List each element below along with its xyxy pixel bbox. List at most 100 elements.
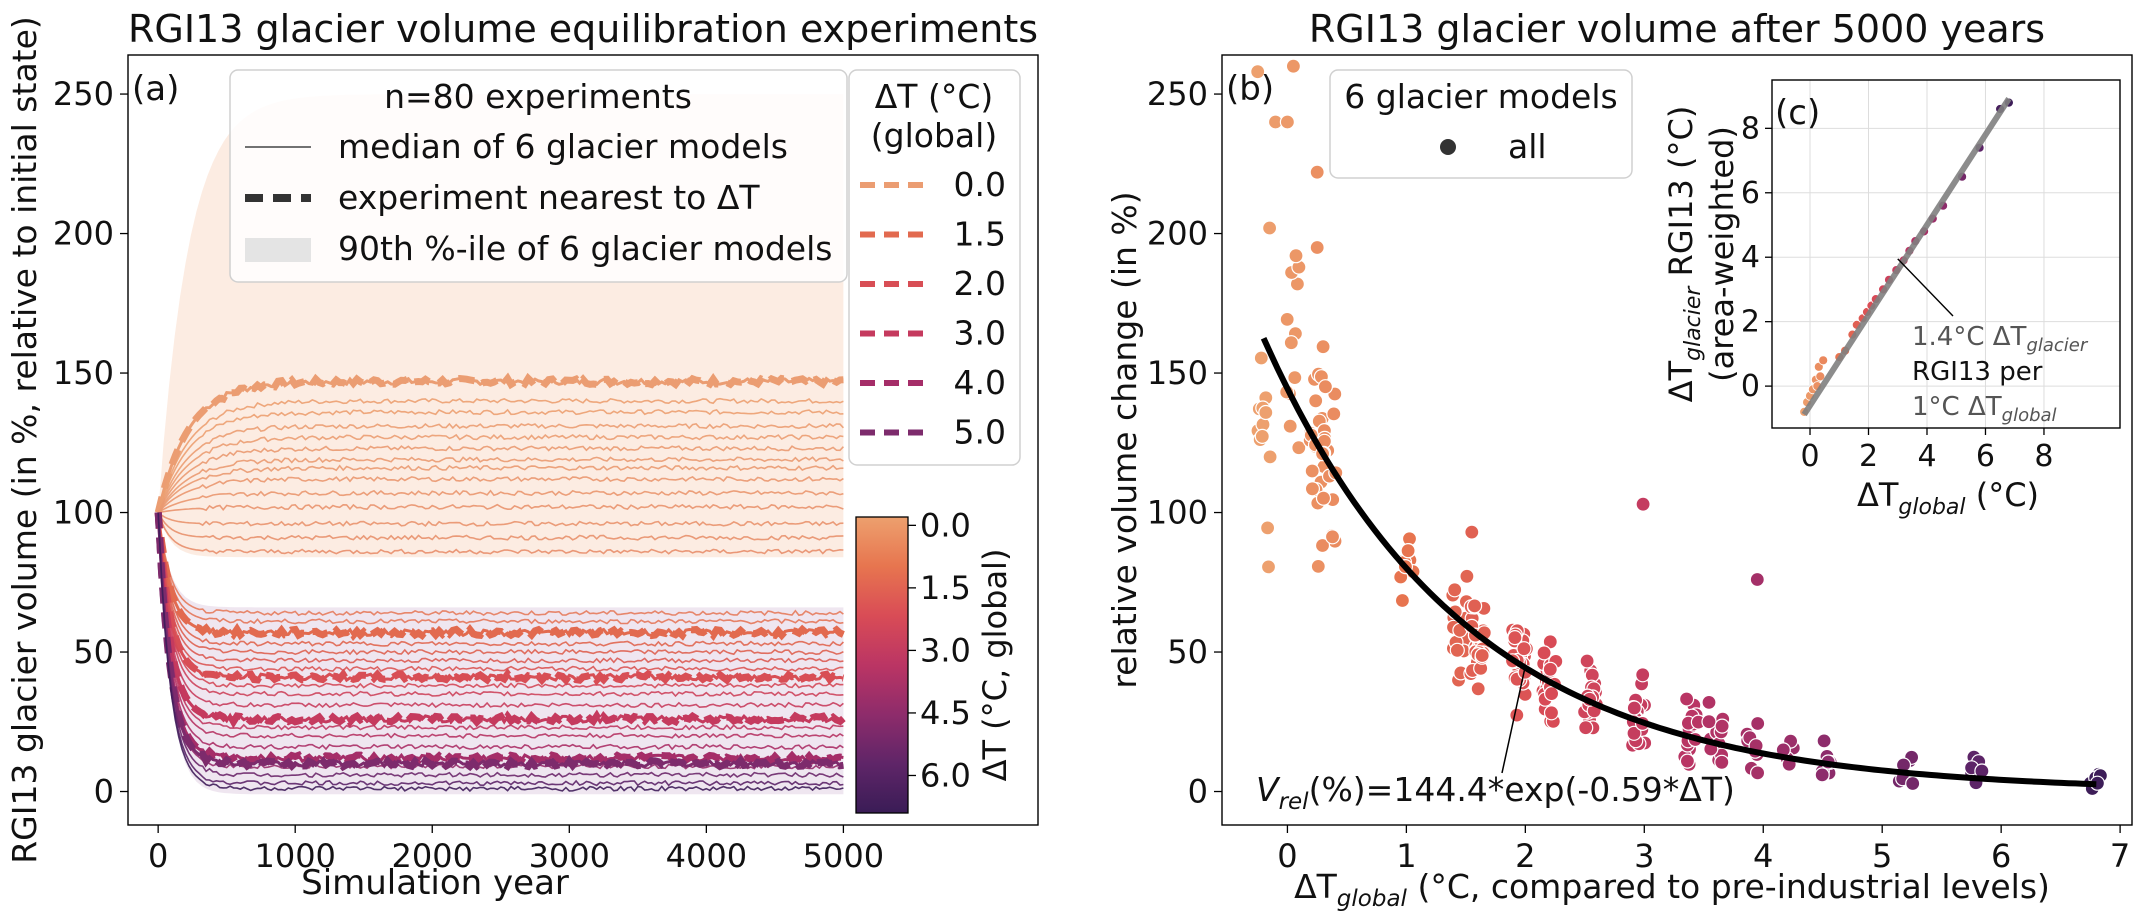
panel-a-ylabel: RGI13 glacier volume (in %, relative to … (5, 16, 44, 864)
colorbar-ticks: 0.0 1.5 3.0 4.5 6.0 (908, 506, 971, 794)
panel-c-ylabel-main: ΔT (1662, 360, 1700, 402)
colorbar-label: ΔT (°C, global) (976, 549, 1014, 782)
series-line-13 (157, 512, 844, 555)
panel-b-legend-box (1329, 69, 1633, 179)
scatter-point (1394, 592, 1411, 609)
series-line-4 (157, 433, 844, 513)
scatter-point (1626, 700, 1642, 716)
xtick-label: 0 (1277, 837, 1297, 875)
series-line-8 (157, 475, 844, 514)
series-line-27 (157, 512, 844, 739)
xtick-label: 4000 (666, 837, 747, 875)
ytick-label: 200 (1147, 215, 1208, 253)
inset-ytick-label: 6 (1741, 176, 1760, 211)
panel-c-xlabel: ΔTglobal (°C) (1857, 476, 2039, 520)
panel-c-annotation: 1.4°C ΔTglacier RGI13 per 1°C ΔTglobal (1897, 258, 2089, 426)
series-line-5 (157, 445, 844, 513)
scatter-outlier (1464, 524, 1480, 540)
xtick-label: 1000 (254, 837, 335, 875)
inset-xtick-label: 2 (1859, 439, 1878, 474)
series-line-17 (157, 512, 844, 647)
scatter-point (1310, 558, 1326, 575)
series-line-18 (157, 512, 844, 656)
panel-a-label: (a) (132, 69, 179, 109)
panel-a-legend-title: n=80 experiments (384, 77, 692, 116)
legend-median-label: median of 6 glacier models (338, 127, 788, 166)
inset-xtick-label: 8 (2034, 439, 2053, 474)
panel-c-annotation-line1-sub: glacier (2026, 335, 2088, 356)
scatter-point (1262, 449, 1278, 465)
scatter-point (1324, 529, 1341, 545)
scatter-point (1516, 641, 1532, 657)
panel-b-title: RGI13 glacier volume after 5000 years (1309, 7, 2045, 51)
inset-xtick-label: 4 (1917, 439, 1936, 474)
nearest-experiment-line-21 (154, 512, 845, 686)
inset-ytick-label: 8 (1741, 111, 1760, 146)
scatter-point (1543, 685, 1560, 702)
inset-xtick-label: 6 (1976, 439, 1995, 474)
panel-c-xlabel-rest: (°C) (1966, 476, 2039, 514)
nearest-experiment-line-31 (154, 512, 844, 773)
panel-c-ylabel-rest: RGI13 (°C) (1662, 106, 1700, 287)
series-line-6 (157, 456, 844, 513)
colorbar-tick-label: 3.0 (920, 631, 971, 669)
scatter-point (1749, 765, 1766, 781)
scatter-outlier (1309, 164, 1325, 180)
panel-b-label: (b) (1226, 69, 1274, 109)
temp-legend-title-2: (global) (871, 116, 997, 155)
panel-a-temp-legend: ΔT (°C) (global) 0.0 1.5 2.0 3.0 4.0 5.0 (848, 69, 1021, 466)
panel-c-ylabel-1: ΔTglacier RGI13 (°C) (1662, 106, 1706, 403)
ytick-label: 250 (53, 75, 114, 113)
panel-a-legend-box (229, 69, 848, 283)
series-line-28 (157, 512, 844, 751)
panel-b-ylabel: relative volume change (in %) (1105, 191, 1144, 688)
ytick-label: 50 (1167, 633, 1208, 671)
panel-b-frame (1221, 54, 2133, 826)
series-line-23 (157, 512, 844, 698)
scatter-point (1578, 720, 1594, 736)
series-line-24 (157, 512, 844, 709)
panel-c-ylabel-2: (area-weighted) (1703, 126, 1741, 382)
colorbar-tick-label: 6.0 (920, 756, 971, 794)
scatter-point (1449, 642, 1465, 658)
xtick-label: 5 (1872, 837, 1892, 875)
scatter-point (1400, 543, 1416, 559)
series-line-22 (157, 512, 844, 689)
panel-b-xlabel-rest: (°C, compared to pre-industrial levels) (1407, 867, 2050, 906)
scatter-outlier (1279, 114, 1296, 130)
series-line-9 (157, 489, 844, 514)
scatter-point (1254, 428, 1270, 444)
scatter-point (1282, 418, 1298, 434)
series-line-1 (157, 397, 844, 513)
scatter-point (1315, 339, 1331, 355)
temp-legend-label: 1.5 (954, 215, 1006, 254)
panel-c-xlabel-sub: global (1898, 495, 1965, 520)
ytick-label: 150 (53, 354, 114, 392)
ytick-label: 0 (94, 773, 114, 811)
series-line-3 (157, 422, 844, 513)
exponential-fit-line (1260, 336, 2097, 788)
temp-legend-label: 0.0 (954, 165, 1006, 204)
panel-c-annotation-line3-sub: global (2002, 405, 2057, 426)
series-line-2 (157, 408, 844, 513)
ytick-label: 0 (1188, 773, 1208, 811)
temp-legend-label: 5.0 (954, 413, 1006, 452)
scatter-outlier (1749, 571, 1765, 588)
scatter-point (1635, 667, 1651, 683)
panel-c-label: (c) (1775, 93, 1820, 133)
panel-a-frame (127, 54, 1039, 826)
inset-ytick-label: 2 (1741, 305, 1760, 340)
panel-b-legend: 6 glacier models all (1329, 69, 1633, 179)
temp-legend-box (848, 69, 1021, 466)
xtick-label: 5000 (803, 837, 884, 875)
scatter-point (1536, 645, 1552, 661)
scatter-point (1308, 393, 1324, 409)
series-line-12 (157, 512, 844, 541)
series-line-20 (157, 512, 844, 673)
series-line-15 (157, 512, 844, 625)
scatter-point (1459, 568, 1475, 584)
temp-legend-title-1: ΔT (°C) (875, 77, 994, 116)
scatter-point (1279, 311, 1295, 327)
series-line-34 (157, 512, 844, 793)
